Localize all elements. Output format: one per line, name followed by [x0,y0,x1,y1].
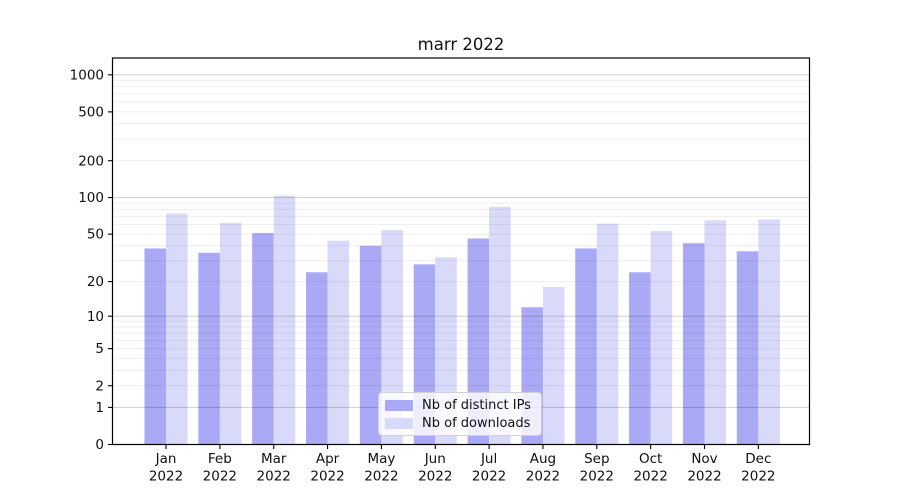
x-axis-tick-label-month: Aug [530,451,556,467]
bar-distinct-ips [306,272,328,445]
bar-downloads [327,240,350,445]
legend-label-downloads: Nb of downloads [422,415,531,431]
plot-border [111,57,811,446]
x-axis-tick-label-year: 2022 [472,469,506,485]
y-axis-tick-label: 1 [95,400,104,416]
bar-downloads [381,230,403,445]
bar-downloads [650,231,673,445]
bar-distinct-ips [629,272,651,445]
y-axis-tick-label: 10 [87,309,104,325]
bar-downloads [219,222,242,445]
bar-distinct-ips [198,252,220,445]
x-axis-tick-label-month: Sep [584,451,609,467]
y-axis-tick-label: 500 [78,104,104,120]
y-axis-tick-label: 50 [87,227,104,243]
bar-downloads [273,195,296,445]
bar-distinct-ips [359,245,382,445]
bar-downloads [596,223,619,445]
x-axis-tick-label-year: 2022 [633,469,667,485]
x-axis-tick-label-month: May [367,451,395,467]
x-axis-tick-label-month: Oct [639,451,662,467]
bar-distinct-ips [736,251,759,445]
bar-downloads [489,206,511,445]
x-axis-tick-label-month: Feb [208,451,232,467]
bar-downloads [704,220,727,445]
bar-distinct-ips [144,248,166,445]
bar-distinct-ips [575,248,597,445]
y-axis-tick-label: 5 [95,341,104,357]
y-axis-tick-label: 20 [87,274,104,290]
x-axis-tick-label-year: 2022 [526,469,560,485]
x-axis-tick-label-year: 2022 [364,469,398,485]
legend-item-distinct-ips: Nb of distinct IPs [385,399,535,412]
x-axis-tick-label-year: 2022 [687,469,721,485]
y-axis-tick-label: 100 [78,190,104,206]
x-axis-tick-label-month: Nov [691,451,717,467]
legend-swatch-downloads [385,417,413,429]
x-axis-tick-label-year: 2022 [257,469,291,485]
y-axis-tick-label: 2 [95,378,104,394]
legend-label-distinct-ips: Nb of distinct IPs [422,397,531,413]
x-axis-tick-label-month: Mar [261,451,287,467]
bar-downloads [166,213,188,445]
x-axis-tick-label-year: 2022 [580,469,614,485]
legend-swatch-distinct-ips [385,399,413,411]
x-axis-tick-label-year: 2022 [203,469,237,485]
bar-distinct-ips [252,233,274,445]
x-axis-tick-label-year: 2022 [310,469,344,485]
x-axis-tick-label-year: 2022 [741,469,775,485]
x-axis-tick-label-month: Apr [316,451,340,467]
y-axis-tick-label: 200 [78,153,104,169]
bar-downloads [758,219,780,445]
x-axis-tick-label-month: Dec [745,451,771,467]
legend-item-downloads: Nb of downloads [385,417,535,430]
bar-distinct-ips [682,243,705,445]
x-axis-tick-label-year: 2022 [418,469,452,485]
x-axis-tick-label-month: Jun [424,451,446,467]
y-axis-tick-label: 1000 [70,67,104,83]
y-axis-tick-label: 0 [95,437,104,453]
x-axis-tick-label-month: Jan [155,451,177,467]
x-axis-tick-label-year: 2022 [149,469,183,485]
bar-downloads [542,286,565,445]
x-axis-tick-label-month: Jul [480,451,497,467]
legend: Nb of distinct IPs Nb of downloads [378,392,542,436]
